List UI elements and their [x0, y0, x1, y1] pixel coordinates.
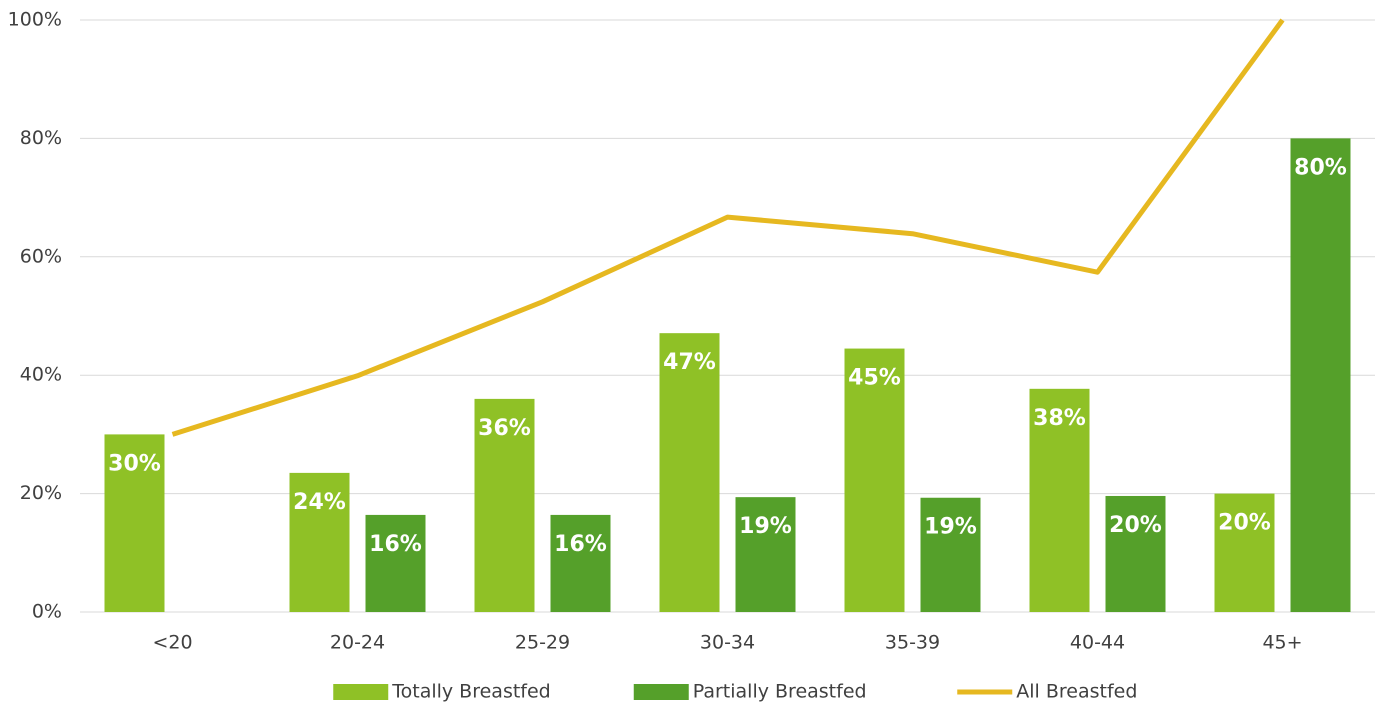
bar — [365, 514, 426, 612]
bar — [289, 472, 350, 612]
bar — [1029, 388, 1090, 612]
x-tick-label: 25-29 — [515, 632, 570, 654]
legend-label: Partially Breastfed — [693, 681, 867, 703]
bar — [844, 348, 905, 612]
bar — [920, 497, 981, 612]
x-tick-label: 20-24 — [330, 632, 385, 654]
bar — [474, 398, 535, 612]
y-tick-label: 60% — [20, 245, 62, 267]
value-label: 20% — [1218, 511, 1271, 536]
value-label: 38% — [1033, 406, 1086, 431]
value-label: 47% — [663, 350, 716, 375]
y-tick-label: 20% — [20, 482, 62, 504]
value-label: 19% — [924, 515, 977, 540]
value-label: 16% — [369, 532, 422, 557]
legend-swatch — [633, 684, 689, 700]
y-tick-label: 100% — [8, 9, 62, 31]
bar — [659, 333, 720, 612]
y-tick-label: 0% — [32, 601, 62, 623]
bar — [1290, 138, 1351, 612]
x-tick-label: 45+ — [1262, 632, 1302, 654]
legend-swatch — [333, 684, 389, 700]
bar — [550, 514, 611, 612]
value-label: 24% — [293, 490, 346, 515]
bar — [1105, 495, 1166, 612]
x-tick-label: 30-34 — [700, 632, 755, 654]
value-label: 45% — [848, 366, 901, 391]
y-tick-label: 40% — [20, 364, 62, 386]
y-tick-label: 80% — [20, 127, 62, 149]
x-tick-label: 35-39 — [885, 632, 940, 654]
value-label: 16% — [554, 532, 607, 557]
line — [171, 18, 1285, 437]
x-tick-label: 40-44 — [1070, 632, 1125, 654]
value-label: 19% — [739, 514, 792, 539]
bar — [735, 497, 796, 612]
value-label: 80% — [1294, 155, 1347, 180]
bar — [1214, 493, 1275, 612]
x-tick-label: <20 — [152, 632, 192, 654]
value-label: 20% — [1109, 513, 1162, 538]
legend-label: All Breastfed — [1016, 681, 1137, 703]
legend-label: Totally Breastfed — [391, 681, 551, 703]
value-label: 30% — [108, 451, 161, 476]
bar — [104, 434, 165, 612]
value-label: 36% — [478, 416, 531, 441]
